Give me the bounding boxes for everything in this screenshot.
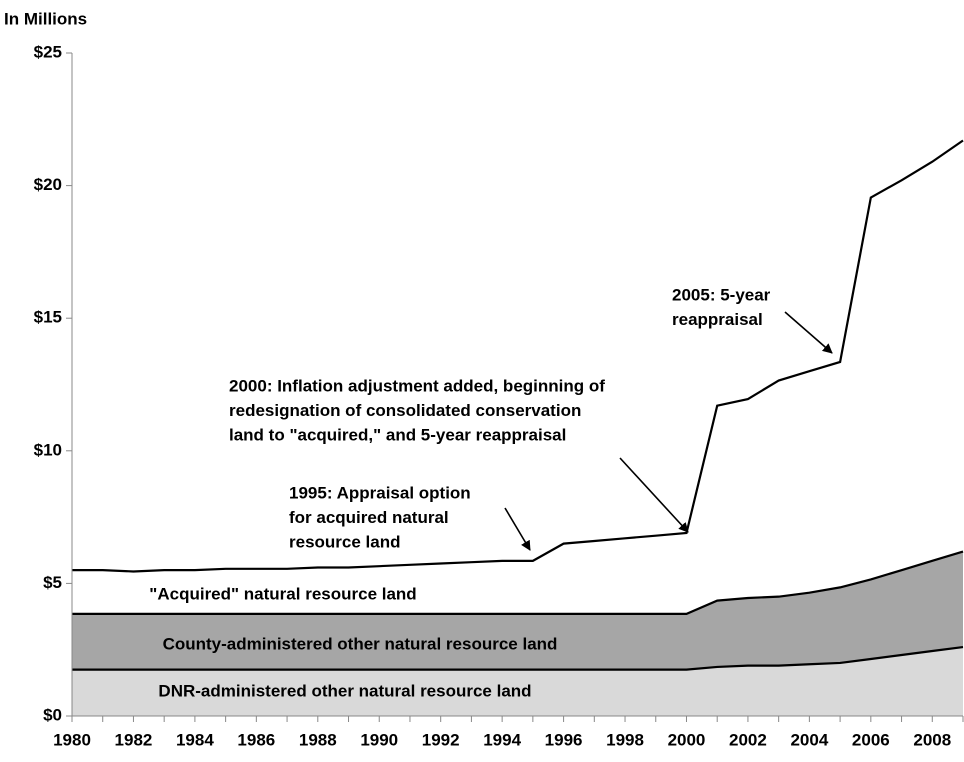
annotation: 1995: Appraisal option [289, 483, 471, 502]
annotation: resource land [289, 532, 401, 551]
x-tick-label: 2000 [668, 730, 706, 749]
y-axis-label: In Millions [4, 9, 87, 28]
x-tick-label: 1982 [115, 730, 153, 749]
area-top-line [72, 645, 964, 671]
annotation: for acquired natural [289, 508, 449, 527]
annotation: 2005: 5-year [672, 285, 771, 304]
area [72, 140, 963, 614]
area-top-line [72, 139, 964, 573]
area-top-line [72, 550, 964, 615]
x-tick-label: 1986 [237, 730, 275, 749]
arrow [504, 507, 531, 551]
y-tick-label: $20 [34, 175, 62, 194]
series-label: County-administered other natural resour… [163, 634, 558, 653]
area [72, 551, 963, 670]
arrow [619, 457, 689, 533]
annotation: redesignation of consolidated conservati… [229, 401, 581, 420]
annotation: land to "acquired," and 5-year reapprais… [229, 425, 566, 444]
x-tick-label: 1984 [176, 730, 214, 749]
x-tick-label: 1990 [360, 730, 398, 749]
arrows [504, 311, 833, 551]
series-label: "Acquired" natural resource land [149, 584, 416, 603]
y-tick-label: $0 [43, 705, 62, 724]
annotation: 2000: Inflation adjustment added, beginn… [229, 376, 605, 395]
x-tick-label: 1996 [545, 730, 583, 749]
area [72, 647, 963, 716]
x-tick-label: 2008 [913, 730, 951, 749]
y-tick-label: $15 [34, 308, 62, 327]
x-tick-label: 2002 [729, 730, 767, 749]
y-tick-label: $5 [43, 573, 62, 592]
series-label: DNR-administered other natural resource … [158, 681, 531, 700]
x-tick-label: 1994 [483, 730, 521, 749]
x-tick-label: 1980 [53, 730, 91, 749]
arrow [784, 311, 833, 354]
x-tick-label: 1988 [299, 730, 337, 749]
x-tick-label: 2004 [790, 730, 828, 749]
x-tick-label: 2006 [852, 730, 890, 749]
annotation: reappraisal [672, 310, 763, 329]
y-tick-label: $10 [34, 440, 62, 459]
y-tick-label: $25 [34, 42, 62, 61]
x-tick-label: 1998 [606, 730, 644, 749]
x-tick-label: 1992 [422, 730, 460, 749]
